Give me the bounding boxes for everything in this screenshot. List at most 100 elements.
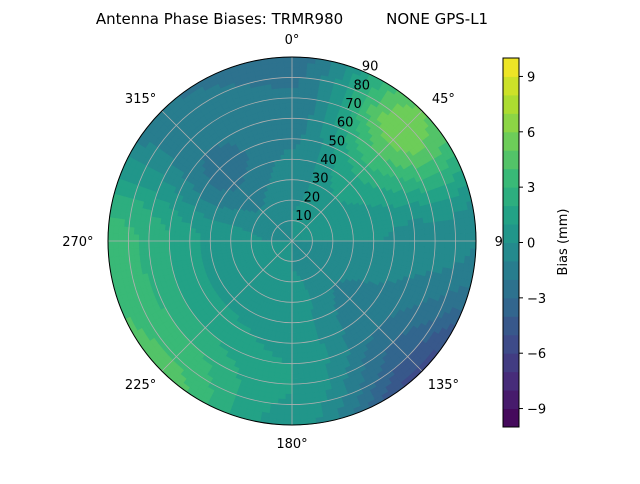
contour-cell xyxy=(420,241,425,247)
contour-cell xyxy=(292,333,296,338)
contour-cell xyxy=(379,241,384,245)
contour-cell xyxy=(164,230,169,236)
contour-cell xyxy=(195,245,200,249)
contour-cell xyxy=(292,297,295,302)
contour-cell xyxy=(231,241,236,244)
contour-cell xyxy=(465,225,471,233)
contour-cell xyxy=(174,236,179,241)
contour-cell xyxy=(190,232,195,237)
contour-cell xyxy=(284,410,292,415)
contour-cell xyxy=(195,249,201,254)
contour-cell xyxy=(292,134,297,139)
contour-cell xyxy=(175,231,180,236)
contour-cell xyxy=(299,399,306,405)
contour-cell xyxy=(299,394,306,400)
contour-cell xyxy=(128,234,133,241)
contour-cell xyxy=(292,318,296,323)
contour-cell xyxy=(403,226,409,232)
contour-cell xyxy=(288,328,292,333)
contour-cell xyxy=(159,241,164,247)
contour-cell xyxy=(154,235,159,241)
contour-cell xyxy=(292,358,297,363)
contour-cell xyxy=(180,231,185,236)
contour-cell xyxy=(455,234,460,241)
contour-cell xyxy=(374,241,379,245)
contour-cell xyxy=(292,83,299,88)
contour-cell xyxy=(279,384,286,390)
contour-cell xyxy=(292,77,299,82)
contour-cell xyxy=(292,384,298,389)
contour-cell xyxy=(384,241,389,245)
contour-cell xyxy=(295,317,299,322)
contour-cell xyxy=(190,249,196,254)
contour-cell xyxy=(424,253,430,259)
contour-cell xyxy=(287,343,292,348)
contour-cell xyxy=(226,241,231,244)
contour-cell xyxy=(292,139,296,144)
contour-cell xyxy=(284,415,292,420)
contour-cell xyxy=(180,241,185,246)
contour-cell xyxy=(389,245,394,250)
contour-cell xyxy=(123,241,128,248)
contour-cell xyxy=(302,352,308,358)
contour-cell xyxy=(288,338,292,343)
contour-cell xyxy=(123,248,129,256)
contour-cell xyxy=(292,144,296,149)
contour-cell xyxy=(299,83,306,89)
contour-cell xyxy=(134,234,139,241)
contour-cell xyxy=(286,379,292,384)
contour-cell xyxy=(292,129,297,134)
contour-cell xyxy=(169,236,174,241)
contour-cell xyxy=(108,233,113,241)
contour-cell xyxy=(435,235,440,241)
contour-cell xyxy=(282,353,287,358)
contour-cell xyxy=(292,399,299,404)
contour-cell xyxy=(455,226,461,234)
contour-cell xyxy=(282,348,287,353)
contour-cell xyxy=(414,230,419,236)
contour-cell xyxy=(215,238,220,241)
contour-cell xyxy=(409,230,414,236)
contour-cell xyxy=(296,139,301,144)
contour-cell xyxy=(429,247,435,253)
contour-cell xyxy=(292,103,298,108)
contour-cell xyxy=(299,72,307,78)
contour-cell xyxy=(301,342,306,348)
contour-cell xyxy=(144,228,150,235)
contour-cell xyxy=(210,237,215,241)
contour-cell xyxy=(129,248,135,255)
contour-cell xyxy=(287,348,292,353)
contour-cell xyxy=(288,318,292,323)
contour-cell xyxy=(292,123,297,128)
contour-cell xyxy=(424,223,430,229)
contour-cell xyxy=(292,420,300,425)
contour-cell xyxy=(298,384,305,390)
contour-cell xyxy=(298,368,304,373)
contour-cell xyxy=(292,159,296,164)
contour-cell xyxy=(404,236,409,241)
contour-cell xyxy=(154,241,159,247)
contour-cell xyxy=(113,233,118,241)
contour-cell xyxy=(190,245,195,250)
contour-cell xyxy=(292,415,300,420)
contour-cell xyxy=(419,224,425,230)
contour-cell xyxy=(185,245,190,250)
contour-cell xyxy=(169,230,174,236)
contour-cell xyxy=(175,251,181,257)
contour-cell xyxy=(373,233,378,237)
contour-cell xyxy=(118,226,124,234)
contour-cell xyxy=(393,227,399,232)
contour-cell xyxy=(399,246,404,251)
contour-cell xyxy=(180,250,186,255)
contour-cell xyxy=(384,237,389,241)
contour-cell xyxy=(292,113,298,118)
contour-cell xyxy=(445,227,451,234)
contour-cell xyxy=(292,404,299,409)
contour-cell xyxy=(299,78,306,84)
contour-cell xyxy=(460,248,466,256)
contour-cell xyxy=(160,252,166,258)
contour-cell xyxy=(435,241,440,247)
contour-cell xyxy=(297,348,302,353)
contour-cell xyxy=(289,312,292,317)
contour-cell xyxy=(113,225,119,233)
